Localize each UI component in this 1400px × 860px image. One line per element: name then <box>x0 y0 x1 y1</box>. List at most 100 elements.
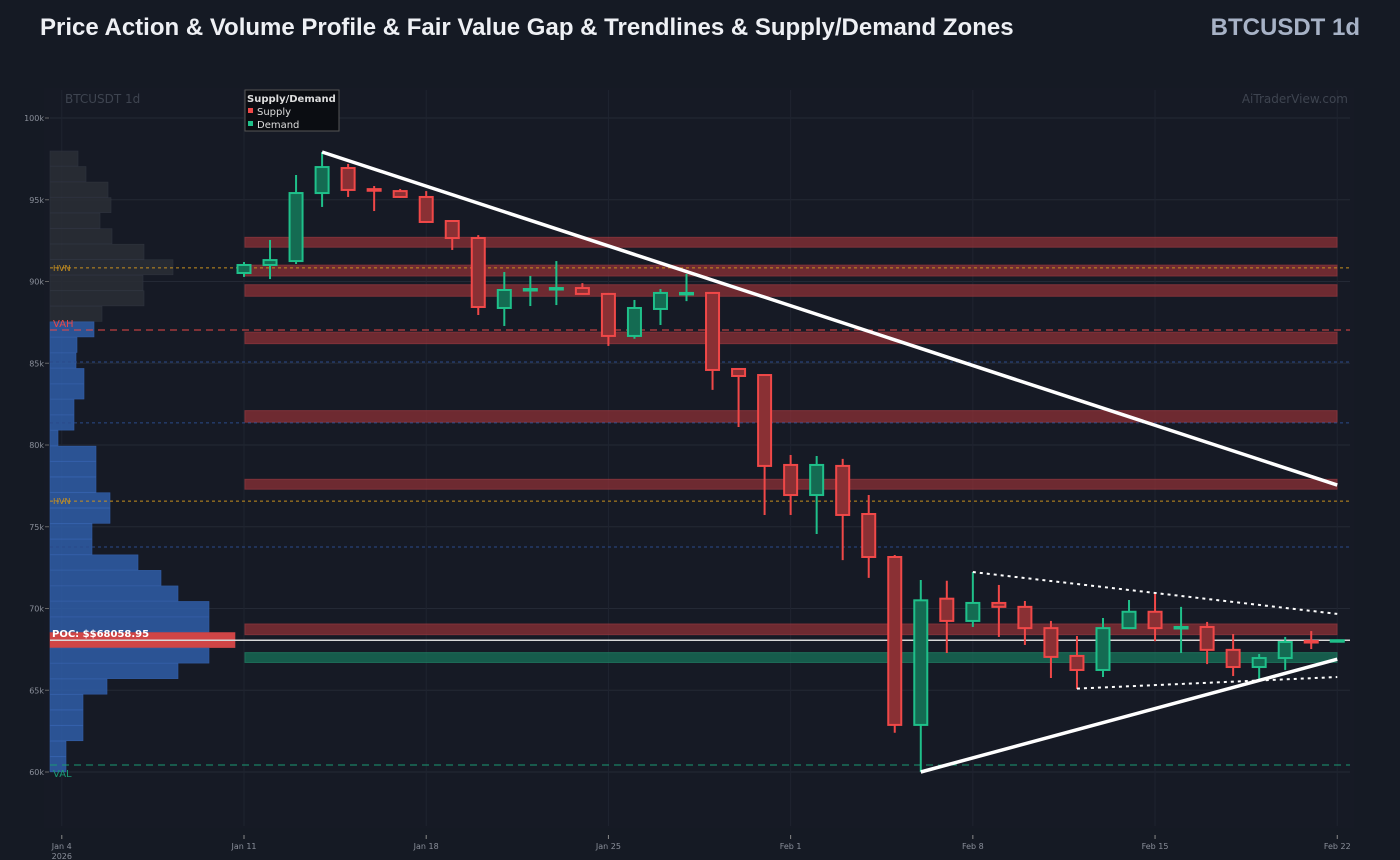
x-tick-label: Jan 25 <box>595 842 621 851</box>
bullish-candle <box>262 259 278 266</box>
volume-profile-bar <box>49 274 144 291</box>
bullish-candle <box>236 263 252 274</box>
poc-label: POC: $$68058.95 <box>52 629 149 640</box>
y-tick-label: 65k <box>29 686 44 695</box>
volume-profile-bar <box>49 709 84 726</box>
volume-profile-bar <box>49 166 87 182</box>
supply-zone <box>244 284 1338 297</box>
bullish-candle <box>809 463 825 497</box>
volume-profile-bar <box>49 678 108 695</box>
volume-profile-bar <box>49 243 145 260</box>
volume-profile-bar <box>49 740 67 757</box>
bearish-candle <box>1147 610 1163 630</box>
volume-profile-bar <box>49 290 145 307</box>
channel-line-dotted <box>1076 676 1338 690</box>
bearish-candle <box>340 167 356 191</box>
supply-zone <box>244 264 1338 277</box>
price-levels: HVN HVN VAH VAL POC: $$68058.95 <box>50 264 1350 780</box>
y-tick-label: 95k <box>29 196 44 205</box>
bearish-candle <box>861 512 877 558</box>
supply-zone <box>244 410 1338 423</box>
legend: Supply/Demand Supply Demand <box>244 89 340 132</box>
volume-profile-bar <box>49 259 174 276</box>
bearish-candle <box>887 555 903 726</box>
bearish-candle <box>1303 640 1319 644</box>
volume-profile-bar <box>49 383 85 400</box>
channel-line-dotted <box>972 571 1338 615</box>
bullish-candle <box>1329 639 1345 643</box>
bullish-candle <box>496 289 512 309</box>
bearish-candle <box>731 367 747 378</box>
bullish-candle <box>913 599 929 726</box>
volume-profile-bar <box>49 492 111 509</box>
bullish-candle <box>288 192 304 263</box>
trendline <box>321 150 1338 487</box>
plot-area <box>44 88 1354 828</box>
volume-profile-bar <box>49 212 101 229</box>
bullish-candle <box>1095 627 1111 671</box>
volume-profile-bar <box>49 756 67 773</box>
bearish-candle <box>835 464 851 516</box>
supply-zone <box>244 236 1338 248</box>
volume-profile-bar <box>49 228 113 245</box>
candles <box>236 152 1345 772</box>
legend-swatch-demand <box>248 121 253 126</box>
volume-profile-bar <box>49 476 97 493</box>
supply-zone <box>244 331 1338 345</box>
volume-profile-bar <box>49 461 97 478</box>
bearish-candle <box>392 190 408 198</box>
vah-label: VAH <box>53 319 74 330</box>
supply-zone <box>244 623 1338 636</box>
bullish-candle <box>652 291 668 310</box>
volume-profile-bar <box>49 337 78 353</box>
bullish-candle <box>626 306 642 337</box>
trendlines <box>321 150 1338 774</box>
x-tick-label: Jan 4 <box>51 842 72 851</box>
x-tick-label: Feb 1 <box>780 842 802 851</box>
bullish-candle <box>548 287 564 291</box>
watermark-brand: AiTraderView.com <box>1242 92 1348 106</box>
volume-profile-bar <box>49 663 179 679</box>
bearish-candle <box>600 292 616 337</box>
x-tick-label: Jan 18 <box>413 842 439 851</box>
y-tick-label: 60k <box>29 768 44 777</box>
y-tick-label: 75k <box>29 523 44 532</box>
x-tick-label: Jan 11 <box>230 842 256 851</box>
x-tick-sublabel: 2026 <box>52 852 72 860</box>
bullish-candle <box>1277 641 1293 660</box>
chart-title: Price Action & Volume Profile & Fair Val… <box>40 14 1014 41</box>
bullish-candle <box>1121 610 1137 630</box>
bearish-candle <box>1069 654 1085 671</box>
volume-profile-bar <box>49 430 59 446</box>
volume-profile-bar <box>49 725 84 742</box>
y-tick-label: 70k <box>29 605 44 614</box>
bearish-candle <box>1225 648 1241 669</box>
volume-profile-bar <box>49 445 97 462</box>
legend-item-supply: Supply <box>257 107 291 118</box>
legend-swatch-supply <box>248 108 253 113</box>
x-tick-label: Feb 22 <box>1324 842 1351 851</box>
volume-profile-bar <box>49 694 84 710</box>
y-tick-label: 85k <box>29 359 44 368</box>
bearish-candle <box>783 463 799 497</box>
bearish-candle <box>418 195 434 223</box>
y-tick-label: 80k <box>29 441 44 450</box>
bearish-candle <box>939 597 955 622</box>
y-tick-label: 100k <box>24 114 44 123</box>
volume-profile-bar <box>49 585 179 602</box>
volume-profile-bar <box>49 647 210 664</box>
volume-profile-bar <box>49 150 79 167</box>
val-label: VAL <box>53 769 72 780</box>
grid <box>50 90 1350 826</box>
trendline <box>920 657 1338 774</box>
volume-profile-bar <box>49 507 111 524</box>
hvn-label: HVN <box>53 497 70 506</box>
bearish-candle <box>1199 625 1215 651</box>
volume-profile-bar <box>49 181 109 198</box>
bearish-candle <box>444 220 460 240</box>
bearish-candle <box>991 601 1007 608</box>
bullish-candle <box>1251 657 1267 669</box>
volume-profile-bar <box>49 352 77 369</box>
demand-zone <box>244 652 1338 663</box>
